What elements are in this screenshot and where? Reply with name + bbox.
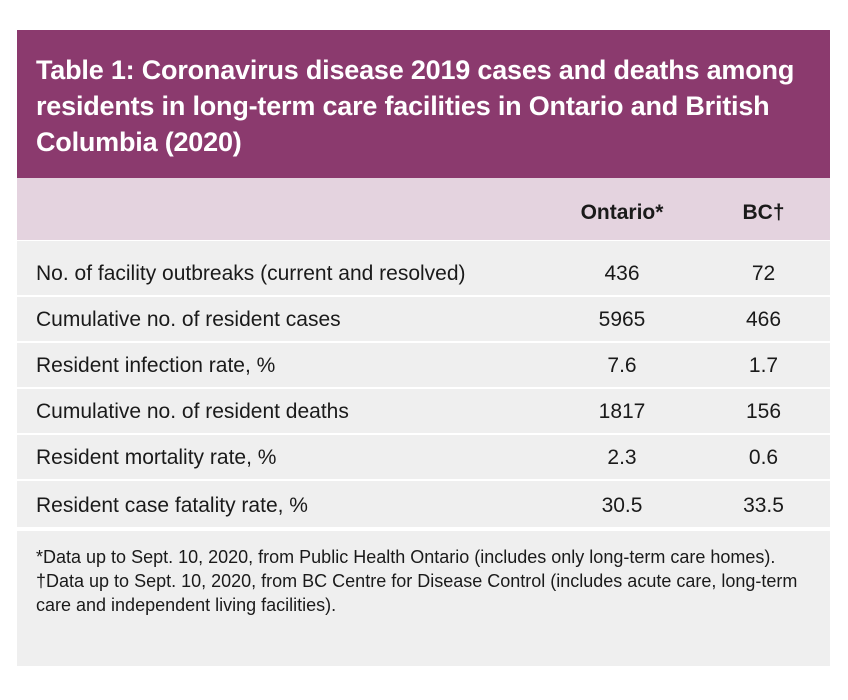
bc-value: 0.6: [748, 446, 779, 469]
row-label: Resident infection rate, %: [36, 354, 276, 377]
table-row: Cumulative no. of resident deaths 1817 1…: [17, 389, 830, 435]
bc-value: 72: [751, 262, 776, 285]
table-title-bar: Table 1: Coronavirus disease 2019 cases …: [17, 30, 830, 178]
row-label: Resident mortality rate, %: [36, 446, 277, 469]
table-row: Resident case fatality rate, % 30.5 33.5: [17, 481, 830, 527]
ontario-value: 30.5: [601, 494, 643, 517]
data-table: Table 1: Coronavirus disease 2019 cases …: [17, 30, 830, 666]
ontario-value: 1817: [598, 400, 646, 423]
table-row: Resident mortality rate, % 2.3 0.6: [17, 435, 830, 481]
row-label: Cumulative no. of resident cases: [36, 308, 341, 331]
column-header-bc: BC†: [742, 201, 785, 224]
table-header-row: Ontario* BC†: [17, 178, 830, 241]
bc-value: 156: [745, 400, 782, 423]
table-row: No. of facility outbreaks (current and r…: [17, 241, 830, 297]
bc-value: 1.7: [748, 354, 779, 377]
column-header-ontario: Ontario*: [580, 201, 664, 224]
ontario-value: 5965: [598, 308, 646, 331]
bc-value: 466: [745, 308, 782, 331]
footnote-ontario: *Data up to Sept. 10, 2020, from Public …: [36, 547, 776, 567]
table-row: Resident infection rate, % 7.6 1.7: [17, 343, 830, 389]
row-label: Resident case fatality rate, %: [36, 494, 308, 517]
row-label: Cumulative no. of resident deaths: [36, 400, 349, 423]
table-row: Cumulative no. of resident cases 5965 46…: [17, 297, 830, 343]
ontario-value: 2.3: [607, 446, 637, 469]
ontario-value: 436: [604, 262, 640, 285]
footnote-bc: †Data up to Sept. 10, 2020, from BC Cent…: [36, 571, 798, 615]
bc-value: 33.5: [743, 494, 784, 517]
table-body: No. of facility outbreaks (current and r…: [17, 241, 830, 527]
table-footnotes: *Data up to Sept. 10, 2020, from Public …: [17, 531, 830, 666]
table-title: Table 1: Coronavirus disease 2019 cases …: [36, 55, 795, 157]
ontario-value: 7.6: [607, 354, 637, 377]
row-label: No. of facility outbreaks (current and r…: [36, 262, 466, 285]
